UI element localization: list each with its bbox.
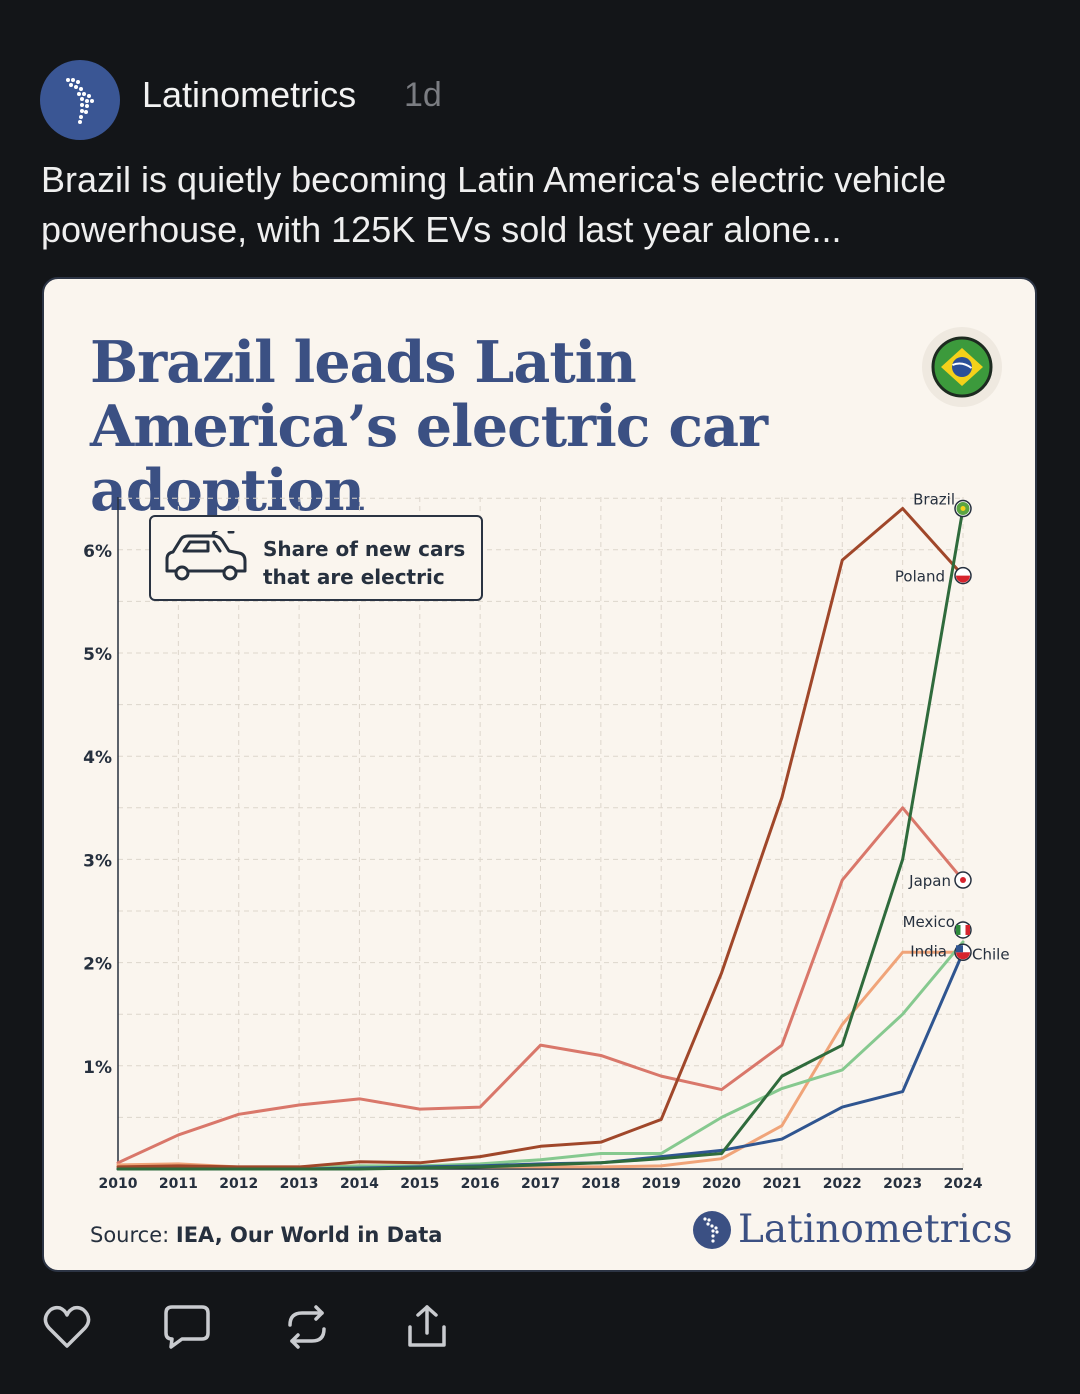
post-text: Brazil is quietly becoming Latin America… <box>41 159 947 250</box>
x-tick-label: 2015 <box>400 1176 439 1192</box>
share-icon <box>408 1305 446 1347</box>
avatar[interactable] <box>40 60 120 140</box>
flag-marker-fill <box>956 952 970 960</box>
chart-axes: 1% 2% 3% 4% 5% 6% 2010 2011 2012 2013 2014 2015 2016… <box>83 497 983 1192</box>
heart-icon <box>43 1305 91 1348</box>
end-label-poland: Poland <box>895 568 945 586</box>
x-tick-label: 2013 <box>280 1176 319 1192</box>
flag-marker-fill <box>960 877 966 884</box>
x-tick-label: 2024 <box>944 1176 983 1192</box>
x-tick-label: 2020 <box>702 1176 741 1192</box>
x-tick-label: 2012 <box>219 1176 258 1192</box>
series-line-brazil <box>116 507 965 1171</box>
latinometrics-logo-icon <box>693 1210 731 1249</box>
line-chart: 1% 2% 3% 4% 5% 6% 2010 2011 2012 2013 2014 2015 2016… <box>83 491 1010 1192</box>
x-tick-label: 2016 <box>461 1176 500 1192</box>
end-label-brazil: Brazil <box>913 491 955 509</box>
share-button[interactable] <box>400 1300 454 1354</box>
repost-icon <box>288 1305 326 1349</box>
end-label-india: India <box>910 942 947 960</box>
legend-text: Share of new cars that are electric <box>263 537 466 589</box>
x-tick-label: 2010 <box>99 1176 138 1192</box>
y-tick-label: 4% <box>83 748 112 768</box>
flag-marker-detail <box>956 945 963 953</box>
y-tick-label: 3% <box>83 851 112 871</box>
flag-marker-brazil <box>954 499 972 518</box>
chart-series <box>116 507 965 1171</box>
post-actions <box>40 1300 460 1356</box>
flag-marker-fill <box>956 924 961 935</box>
x-tick-label: 2022 <box>823 1176 862 1192</box>
flag-marker-poland <box>954 566 972 585</box>
legend-box: Share of new cars that are electric <box>149 515 483 601</box>
reply-button[interactable] <box>160 1300 214 1354</box>
x-tick-label: 2018 <box>581 1176 620 1192</box>
repost-button[interactable] <box>280 1300 334 1354</box>
flag-marker-detail <box>965 924 970 935</box>
chart-labels: Brazil Poland Japan Mexico India Chile <box>895 491 1010 964</box>
x-tick-label: 2019 <box>642 1176 681 1192</box>
post-age: 1d <box>404 76 442 114</box>
speech-bubble-icon <box>164 1305 210 1349</box>
y-tick-label: 1% <box>83 1058 112 1078</box>
y-tick-label: 2% <box>83 955 112 975</box>
brazil-flag-icon <box>922 327 1002 407</box>
latam-map-icon <box>66 78 94 124</box>
author-name[interactable]: Latinometrics <box>142 74 357 115</box>
x-tick-label: 2017 <box>521 1176 560 1192</box>
source-label: Source: <box>90 1223 170 1247</box>
y-tick-label: 5% <box>83 645 112 665</box>
series-line-japan <box>116 806 965 1165</box>
end-label-japan: Japan <box>908 872 951 890</box>
source-note: Source: IEA, Our World in Data <box>90 1223 442 1247</box>
electric-car-icon <box>165 531 247 581</box>
x-tick-label: 2023 <box>883 1176 922 1192</box>
flag-marker-mexico <box>954 921 972 939</box>
x-tick-label: 2014 <box>340 1176 379 1192</box>
x-tick-label: 2021 <box>762 1176 801 1192</box>
x-tick-label: 2011 <box>159 1176 198 1192</box>
brand-logo[interactable]: Latinometrics <box>692 1207 1013 1252</box>
chart-title: Brazil leads Latin America’s electric ca… <box>90 329 768 524</box>
end-label-mexico: Mexico <box>903 913 955 931</box>
like-button[interactable] <box>40 1300 94 1354</box>
flag-marker-japan <box>954 871 972 889</box>
brand-name: Latinometrics <box>738 1207 1013 1252</box>
y-tick-label: 6% <box>83 542 112 562</box>
chart-grid <box>117 497 964 1169</box>
flag-marker-fill <box>956 575 970 583</box>
source-text: IEA, Our World in Data <box>175 1223 443 1247</box>
chart-card[interactable]: Brazil leads Latin America’s electric ca… <box>42 277 1037 1272</box>
flag-marker-chile <box>954 943 972 962</box>
end-label-chile: Chile <box>972 945 1010 963</box>
series-line-poland <box>116 507 965 1169</box>
flag-marker-detail <box>960 506 966 512</box>
